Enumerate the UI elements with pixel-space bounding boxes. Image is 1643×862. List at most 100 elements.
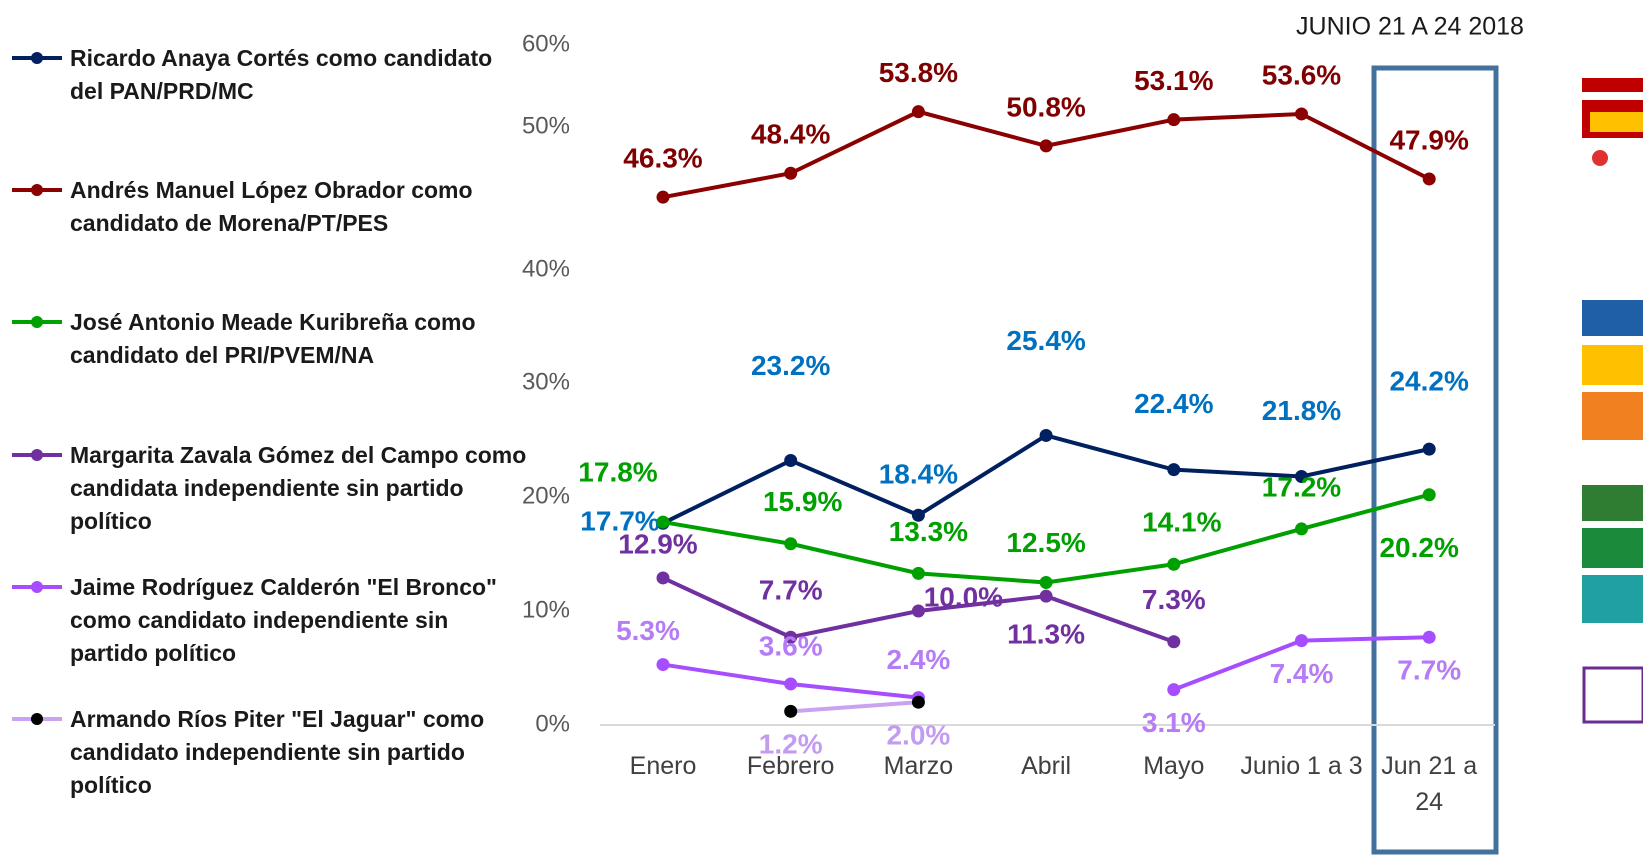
data-point [1167,683,1181,697]
data-label: 22.4% [1134,388,1213,419]
legend-swatch [12,713,62,725]
legend-marker [31,184,43,196]
legend-marker [31,581,43,593]
data-label: 53.1% [1134,65,1213,96]
data-label: 12.9% [618,528,697,559]
data-label: 14.1% [1142,507,1221,538]
data-point [911,604,925,618]
data-label: 17.7% [580,506,659,537]
legend-label: Andrés Manuel López Obrador como candida… [70,177,473,236]
y-tick-label: 30% [522,368,570,395]
subtitle: JUNIO 21 A 24 2018 [1296,13,1524,41]
legend-label: Jaime Rodríguez Calderón "El Bronco" com… [70,574,497,666]
x-tick-label: Mayo [1143,752,1205,780]
data-label: 46.3% [623,143,702,174]
data-label: 25.4% [1006,325,1085,356]
legend-marker [31,316,43,328]
data-label: 20.2% [1379,532,1458,563]
data-point [1295,522,1308,536]
data-label: 50.8% [1006,91,1085,122]
data-point [656,515,670,529]
data-point [1422,488,1436,502]
data-label: 2.0% [886,720,950,751]
data-point [911,105,925,119]
legend-swatch [12,52,62,64]
data-label: 5.3% [616,615,680,646]
data-point [1167,463,1181,477]
x-tick-label: Marzo [883,752,954,780]
x-tick-label: Enero [629,752,697,780]
legend-label: Ricardo Anaya Cortés como candidato del … [70,45,493,104]
data-label: 1.2% [759,729,823,760]
legend-item: Ricardo Anaya Cortés como candidato del … [0,42,560,108]
data-label: 3.6% [759,630,823,661]
data-point [784,454,798,468]
data-label: 15.9% [763,486,842,517]
y-tick-label: 0% [535,710,570,737]
data-label: 7.7% [1397,655,1461,686]
legend-marker [31,449,43,461]
legend-label: Armando Ríos Piter "El Jaguar" como cand… [70,706,485,798]
legend-item: Margarita Zavala Gómez del Campo como ca… [0,439,560,538]
legend-label: José Antonio Meade Kuribreña como candid… [70,309,476,368]
highlight-box [1371,65,1499,855]
data-point [784,537,798,551]
data-point [1039,428,1053,442]
data-point [1295,107,1308,121]
data-label: 2.4% [886,644,950,675]
data-point [1039,139,1053,153]
legend-item: José Antonio Meade Kuribreña como candid… [0,306,560,372]
data-point [656,658,670,672]
data-point [1295,634,1308,648]
data-point [1167,635,1181,649]
legend-swatch [12,184,62,196]
legend-marker [31,713,43,725]
x-tick-label: Jun 21 a 24 [1381,752,1478,816]
x-tick-label: Febrero [746,752,835,780]
data-label: 17.2% [1262,471,1341,502]
series-line [790,700,919,714]
data-label: 21.8% [1262,395,1341,426]
data-point [911,508,925,522]
data-point [1295,469,1308,483]
data-point [1039,576,1053,589]
data-label: 53.8% [879,57,958,88]
data-point [1167,557,1181,571]
data-label: 47.9% [1389,124,1468,155]
legend-swatch [12,581,62,593]
legend-swatch [12,449,62,461]
data-point [1039,589,1053,603]
data-label: 24.2% [1389,366,1468,397]
data-point [1167,113,1181,127]
y-tick-label: 20% [522,482,570,509]
data-label: 18.4% [879,459,958,490]
data-label: 48.4% [751,119,830,150]
data-point [784,630,798,644]
data-point [656,571,670,585]
data-point [656,190,670,204]
data-point [911,695,925,709]
legend-item: Armando Ríos Piter "El Jaguar" como cand… [0,703,560,802]
data-point [1422,172,1436,186]
data-point [784,704,798,718]
data-point [784,166,798,180]
data-label: 7.4% [1270,658,1334,689]
data-label: 10.0% [924,581,1003,612]
y-tick-label: 40% [522,255,570,282]
legend-marker [31,52,43,64]
data-point [1422,630,1436,644]
logos [1582,78,1643,724]
y-tick-label: 50% [522,112,570,139]
data-point [784,677,798,691]
legend-item: Jaime Rodríguez Calderón "El Bronco" com… [0,571,560,670]
data-point [911,566,925,580]
legend-label: Margarita Zavala Gómez del Campo como ca… [70,442,527,534]
data-label: 23.2% [751,350,830,381]
data-label: 7.7% [759,575,823,606]
data-point [1422,442,1436,456]
legend-swatch [12,316,62,328]
data-label: 13.3% [889,516,968,547]
data-label: 11.3% [1007,619,1085,650]
